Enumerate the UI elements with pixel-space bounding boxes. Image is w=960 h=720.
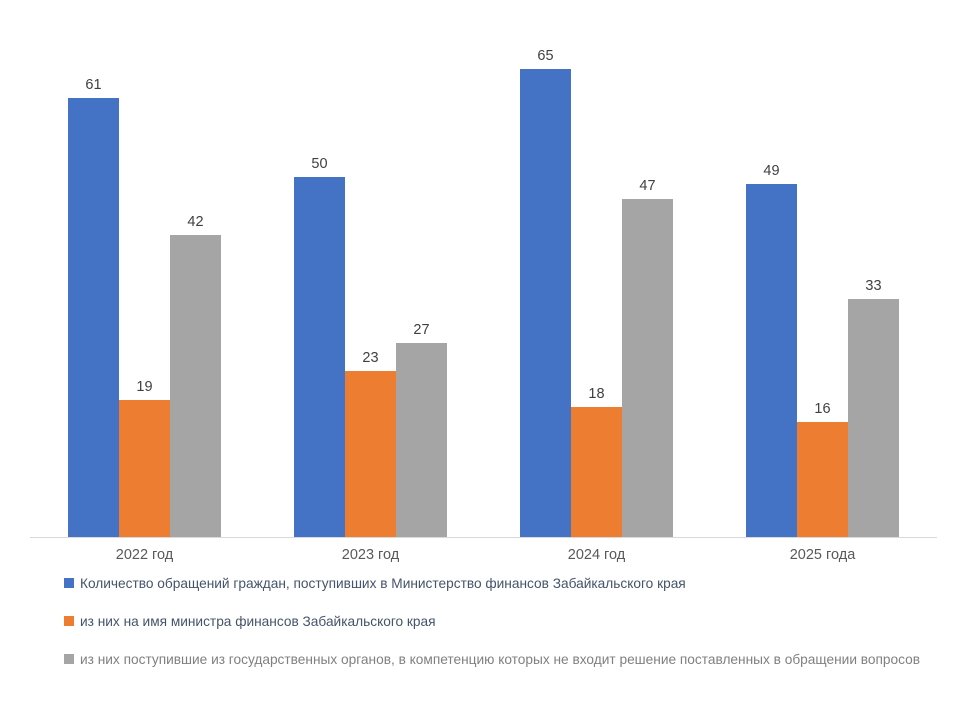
value-label-series3-cat4: 33	[865, 278, 882, 294]
value-label-series2-cat1: 19	[136, 379, 153, 395]
value-label-series2-cat2: 23	[362, 350, 379, 366]
legend-label-3: из них поступившие из государственных ор…	[80, 652, 921, 667]
chart-legend: Количество обращений граждан, поступивши…	[64, 573, 934, 687]
value-label-series1-cat3: 65	[537, 48, 554, 64]
x-axis-label-cat2: 2023 год	[341, 547, 400, 563]
value-label-series1-cat1: 61	[85, 77, 102, 93]
legend-swatch-icon	[64, 578, 74, 588]
value-label-series2-cat3: 18	[588, 386, 605, 402]
x-axis-label-cat1: 2022 год	[115, 547, 174, 563]
bar-series3-cat4	[848, 299, 899, 537]
bar-series2-cat2	[345, 371, 396, 537]
value-label-series1-cat2: 50	[311, 156, 328, 172]
value-label-series3-cat3: 47	[639, 178, 656, 194]
legend-label-2: из них на имя министра финансов Забайкал…	[80, 614, 436, 629]
bar-series3-cat2	[396, 343, 447, 537]
legend-item-1: Количество обращений граждан, поступивши…	[64, 573, 934, 594]
bar-series3-cat3	[622, 199, 673, 537]
legend-item-2: из них на имя министра финансов Забайкал…	[64, 611, 934, 632]
value-label-series3-cat2: 27	[413, 322, 430, 338]
legend-item-3: из них поступившие из государственных ор…	[64, 649, 934, 670]
value-label-series2-cat4: 16	[814, 401, 831, 417]
bar-series3-cat1	[170, 235, 221, 537]
value-label-series3-cat1: 42	[187, 214, 204, 230]
bar-series1-cat4	[746, 184, 797, 537]
bar-series2-cat4	[797, 422, 848, 537]
value-label-series1-cat4: 49	[763, 163, 780, 179]
x-axis-label-cat4: 2025 года	[789, 547, 856, 563]
x-axis-label-cat3: 2024 год	[567, 547, 626, 563]
bar-series1-cat1	[68, 98, 119, 537]
bar-series2-cat3	[571, 407, 622, 537]
legend-swatch-icon	[64, 616, 74, 626]
legend-label-1: Количество обращений граждан, поступивши…	[80, 576, 686, 591]
bar-series2-cat1	[119, 400, 170, 537]
bar-series1-cat3	[520, 69, 571, 537]
bar-series1-cat2	[294, 177, 345, 537]
x-axis-line	[30, 537, 937, 538]
legend-swatch-icon	[64, 654, 74, 664]
